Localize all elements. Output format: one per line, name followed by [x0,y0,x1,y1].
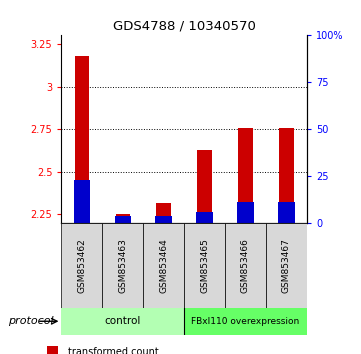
Bar [74,180,90,223]
Text: GSM853464: GSM853464 [159,238,168,293]
Bar [102,223,143,308]
Bar [116,214,130,223]
Bar [196,212,213,223]
Bar [279,129,293,223]
Text: GSM853463: GSM853463 [118,238,127,293]
Bar [61,223,102,308]
Text: GSM853462: GSM853462 [77,238,86,293]
Bar [75,56,89,223]
Title: GDS4788 / 10340570: GDS4788 / 10340570 [113,20,256,33]
Bar [61,308,184,335]
Bar [114,216,131,223]
Text: GSM853465: GSM853465 [200,238,209,293]
Bar [184,308,307,335]
Bar [47,346,58,354]
Text: control: control [105,316,141,326]
Bar [156,216,172,223]
Bar [266,223,307,308]
Bar [225,223,266,308]
Bar [278,202,295,223]
Bar [143,223,184,308]
Text: protocol: protocol [9,316,54,326]
Bar [156,202,171,223]
Bar [197,150,212,223]
Bar [238,127,253,223]
Text: GSM853467: GSM853467 [282,238,291,293]
Text: transformed count: transformed count [68,347,158,354]
Bar [184,223,225,308]
Text: FBxl110 overexpression: FBxl110 overexpression [191,317,300,326]
Bar [237,202,254,223]
Text: GSM853466: GSM853466 [241,238,250,293]
